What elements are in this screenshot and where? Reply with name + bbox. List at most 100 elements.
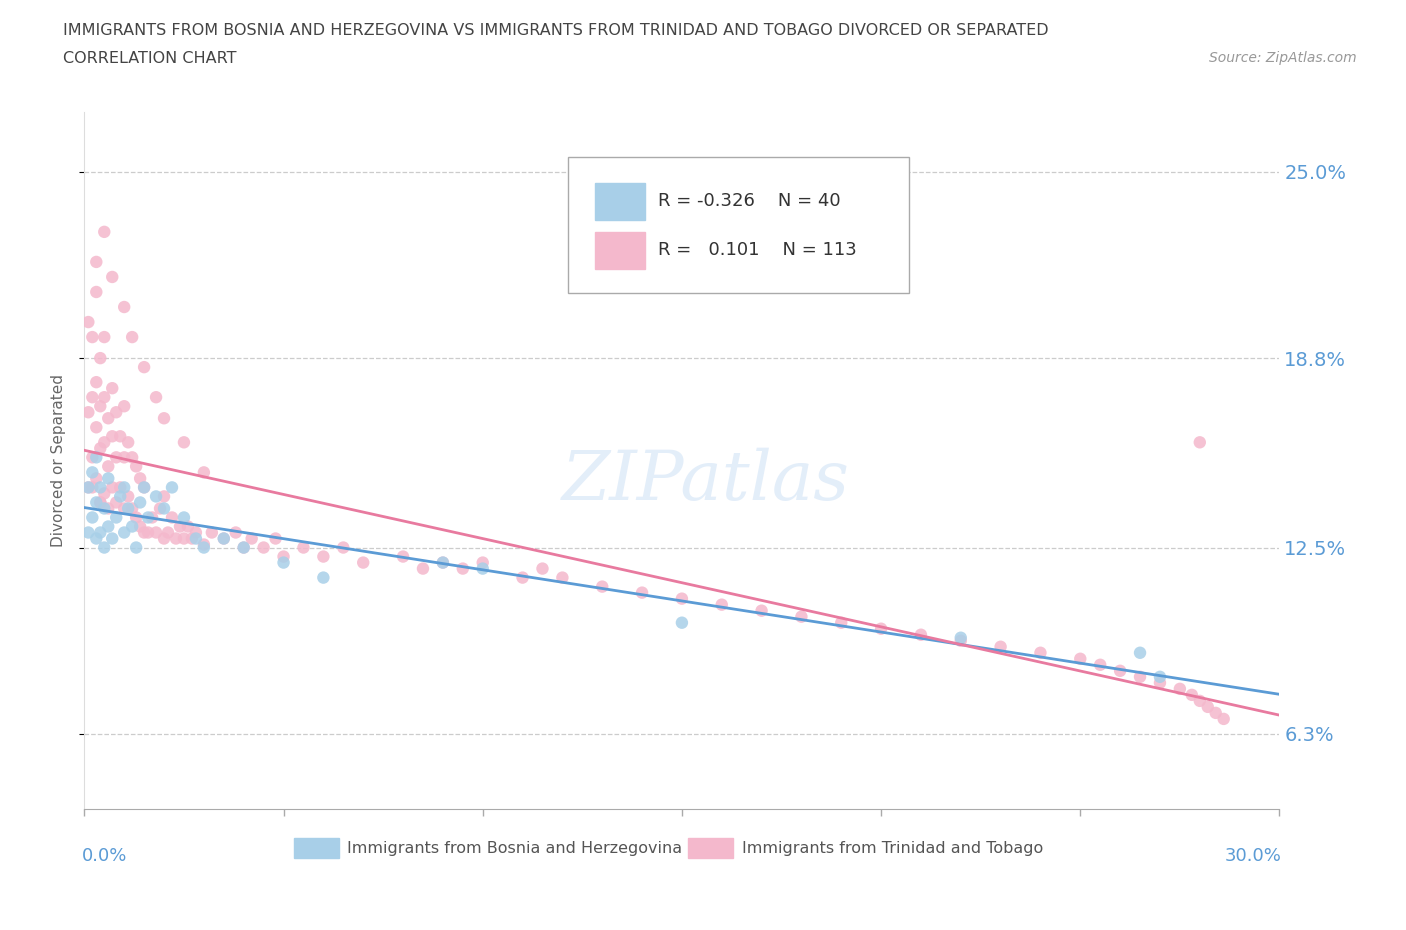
Point: [169, 519, 191, 534]
Point: [153, 489, 176, 504]
Point: [157, 525, 180, 540]
Point: [531, 561, 554, 576]
Point: [232, 540, 254, 555]
Point: [193, 538, 215, 552]
Point: [671, 616, 693, 631]
Point: [312, 570, 335, 585]
Point: [110, 480, 132, 495]
Point: [97, 411, 120, 426]
Point: [110, 429, 132, 444]
Point: [312, 549, 335, 564]
Point: [1090, 658, 1112, 672]
Point: [82, 510, 104, 525]
Point: [136, 510, 159, 525]
Point: [830, 616, 852, 631]
Point: [97, 501, 120, 516]
Point: [136, 525, 159, 540]
Point: [1129, 670, 1152, 684]
Point: [89, 399, 111, 414]
Point: [86, 471, 108, 485]
Point: [117, 501, 139, 516]
Point: [89, 480, 111, 495]
Point: [89, 441, 111, 456]
Point: [112, 501, 135, 516]
Point: [1197, 699, 1219, 714]
Point: [212, 531, 235, 546]
Point: [86, 531, 108, 546]
Point: [141, 510, 163, 525]
Point: [121, 329, 143, 344]
Point: [153, 501, 176, 516]
Point: [671, 591, 693, 606]
Text: R = -0.326    N = 40: R = -0.326 N = 40: [658, 192, 841, 210]
Point: [990, 639, 1012, 654]
Point: [173, 531, 195, 546]
Point: [193, 465, 215, 480]
Point: [129, 471, 152, 485]
Point: [193, 540, 215, 555]
Point: [1109, 663, 1132, 678]
Point: [132, 480, 156, 495]
Point: [145, 525, 167, 540]
Point: [751, 604, 773, 618]
Point: [451, 561, 474, 576]
Point: [145, 489, 167, 504]
Point: [86, 285, 108, 299]
Point: [181, 531, 204, 546]
Point: [89, 351, 111, 365]
Point: [1129, 645, 1152, 660]
Point: [790, 609, 813, 624]
Point: [86, 495, 108, 510]
Text: 30.0%: 30.0%: [1225, 847, 1282, 866]
Point: [129, 495, 152, 510]
Point: [145, 390, 167, 405]
Point: [870, 621, 893, 636]
Point: [86, 450, 108, 465]
Point: [105, 495, 128, 510]
Point: [352, 555, 374, 570]
Point: [93, 329, 115, 344]
Point: [121, 519, 143, 534]
Point: [201, 525, 224, 540]
Point: [105, 405, 128, 419]
Text: CORRELATION CHART: CORRELATION CHART: [63, 51, 236, 66]
Point: [93, 224, 115, 239]
Point: [93, 501, 115, 516]
Point: [949, 633, 972, 648]
Point: [93, 390, 115, 405]
Point: [432, 555, 454, 570]
Point: [240, 531, 263, 546]
Point: [86, 419, 108, 434]
Point: [129, 519, 152, 534]
Text: 0.0%: 0.0%: [82, 847, 128, 866]
Point: [184, 525, 207, 540]
Point: [471, 555, 494, 570]
Point: [89, 495, 111, 510]
Point: [1212, 711, 1234, 726]
Point: [105, 450, 128, 465]
FancyBboxPatch shape: [595, 183, 645, 219]
Point: [93, 435, 115, 450]
Point: [97, 471, 120, 485]
Point: [273, 555, 295, 570]
Point: [1149, 675, 1171, 690]
Point: [77, 525, 100, 540]
Point: [77, 480, 100, 495]
Point: [1069, 651, 1091, 666]
Point: [101, 380, 124, 395]
Point: [101, 429, 124, 444]
FancyBboxPatch shape: [568, 157, 910, 293]
Point: [93, 486, 115, 501]
Point: [173, 510, 195, 525]
Point: [1149, 670, 1171, 684]
Point: [264, 531, 287, 546]
Point: [591, 579, 613, 594]
Point: [1181, 687, 1204, 702]
Point: [77, 405, 100, 419]
Point: [153, 531, 176, 546]
Point: [112, 450, 135, 465]
Point: [253, 540, 276, 555]
Point: [512, 570, 534, 585]
Point: [432, 555, 454, 570]
Point: [212, 531, 235, 546]
